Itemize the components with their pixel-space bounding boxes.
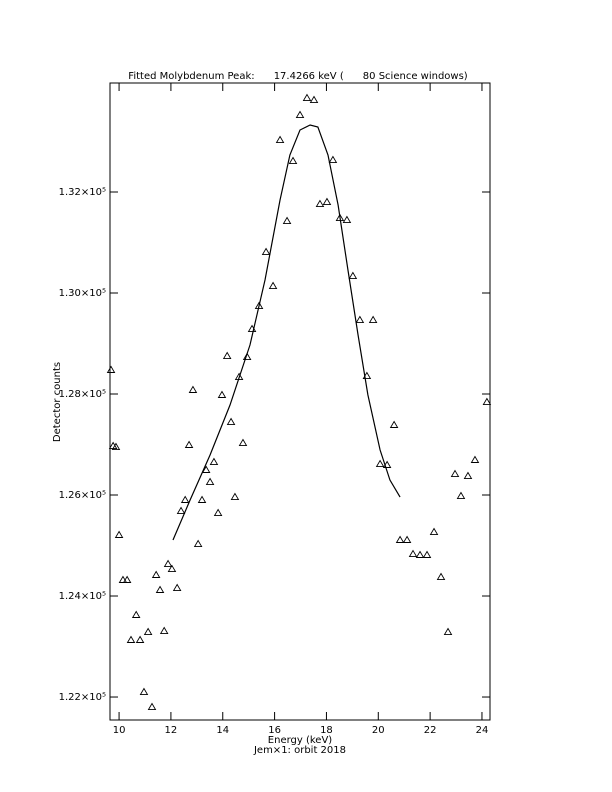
data-point [106,365,116,373]
x-tick-label: 24 [476,725,489,736]
data-point [226,417,236,425]
data-point [456,491,466,499]
data-point [114,530,124,538]
data-point [163,559,173,567]
data-point [159,626,169,634]
data-point [242,352,252,360]
data-point [402,535,412,543]
data-point [436,572,446,580]
x-tick-label: 18 [320,725,333,736]
data-point [389,420,399,428]
subtitle: Jem×1: orbit 2018 [253,745,346,756]
data-point [470,455,480,463]
data-point [443,627,453,635]
data-point [135,635,145,643]
data-point [375,459,385,467]
data-point [261,247,271,255]
chart-title: Fitted Molybdenum Peak: 17.4266 keV ( 80… [128,71,468,82]
data-point [176,506,186,514]
data-point [322,197,332,205]
data-point [122,575,132,583]
data-point [155,585,165,593]
data-point [288,156,298,164]
data-point [230,492,240,500]
x-axis-label: Energy (keV) [268,735,333,746]
x-tick-label: 20 [372,725,385,736]
data-point [201,465,211,473]
data-point [282,216,292,224]
data-point [450,469,460,477]
data-point [111,442,121,450]
data-point [463,471,473,479]
plot-frame [109,82,491,721]
x-tick-label: 14 [216,725,229,736]
data-point [143,627,153,635]
data-point [328,155,338,163]
data-point [275,135,285,143]
data-point [355,315,365,323]
y-tick-label: 1.28×10⁵ [59,389,106,400]
x-tick-label: 10 [113,725,126,736]
data-point [217,390,227,398]
data-point [415,550,425,558]
data-point [139,687,149,695]
data-point [482,397,492,405]
data-point [118,575,128,583]
data-point [429,527,439,535]
x-tick-label: 12 [165,725,178,736]
y-axis-label: Detector counts [52,362,63,442]
data-point [151,570,161,578]
data-point [254,301,264,309]
y-tick-label: 1.24×10⁵ [59,591,106,602]
data-point [368,315,378,323]
data-point [188,385,198,393]
data-point [147,702,157,710]
data-point [193,539,203,547]
data-point [422,550,432,558]
data-point [213,508,223,516]
data-point [268,281,278,289]
data-point [131,610,141,618]
y-tick-label: 1.26×10⁵ [59,490,106,501]
y-tick-label: 1.30×10⁵ [59,288,106,299]
fit-curve [172,124,401,541]
data-point [180,495,190,503]
data-point [172,583,182,591]
data-point [238,438,248,446]
data-point [184,440,194,448]
y-tick-label: 1.22×10⁵ [59,692,106,703]
data-point [342,215,352,223]
y-tick-label: 1.32×10⁵ [59,187,106,198]
data-point [222,351,232,359]
data-point [167,564,177,572]
data-point [197,495,207,503]
data-point [309,95,319,103]
x-tick-label: 16 [268,725,281,736]
data-point [295,110,305,118]
data-point [302,93,312,101]
data-point [408,549,418,557]
data-point [209,457,219,465]
data-point [205,477,215,485]
data-point [348,271,358,279]
data-point [315,199,325,208]
data-point [126,635,136,643]
x-tick-label: 22 [424,725,437,736]
data-point [395,535,405,543]
